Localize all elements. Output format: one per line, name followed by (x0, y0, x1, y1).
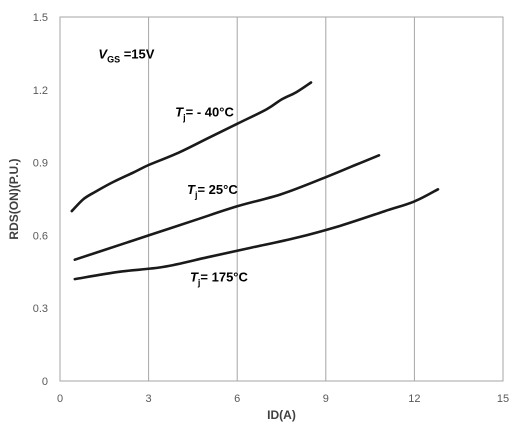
x-axis-title: ID(A) (267, 408, 296, 422)
y-tick-label: 1.5 (33, 12, 48, 24)
x-tick-label: 9 (323, 393, 329, 405)
x-tick-labels: 0 3 6 9 12 15 (57, 393, 509, 405)
curve-annotations: VGS =15V Tj= - 40°C Tj= 25°C Tj= 175°C (98, 46, 248, 287)
y-tick-labels: 0 0.3 0.6 0.9 1.2 1.5 (33, 12, 48, 388)
curve-annotation: Tj= - 40°C (175, 104, 234, 122)
x-tick-label: 0 (57, 393, 63, 405)
x-tick-label: 15 (497, 393, 509, 405)
y-tick-label: 1.2 (33, 85, 48, 97)
series-line-1 (70, 81, 313, 213)
x-tick-label: 6 (234, 393, 240, 405)
curve-annotation: Tj= 175°C (190, 270, 249, 288)
y-axis-title: RDS(ON)(P.U.) (7, 158, 21, 239)
y-tick-label: 0 (42, 376, 48, 388)
curve-annotation: Tj= 25°C (187, 182, 238, 200)
y-tick-label: 0.6 (33, 230, 48, 242)
x-tick-label: 12 (408, 393, 420, 405)
series-line-2 (73, 154, 381, 261)
y-tick-label: 0.9 (33, 158, 48, 170)
plot-area-frame (59, 16, 504, 382)
y-tick-label: 0.3 (33, 303, 48, 315)
grid-lines (148, 17, 415, 381)
curve-annotation: VGS =15V (98, 46, 154, 64)
series-lines (70, 81, 440, 281)
series-line-3 (73, 188, 440, 281)
x-tick-label: 3 (146, 393, 152, 405)
